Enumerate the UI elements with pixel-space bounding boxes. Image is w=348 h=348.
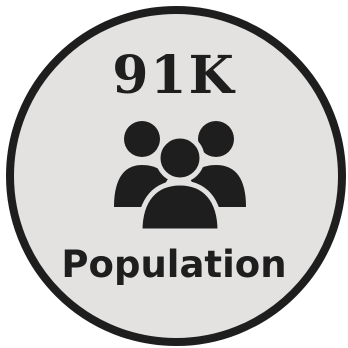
person-center-icon [137,133,223,233]
population-label: Population [61,243,287,286]
population-value: 91K [112,45,236,106]
people-group-icon [114,121,246,233]
person-left-icon [114,121,168,207]
population-badge [6,6,346,346]
